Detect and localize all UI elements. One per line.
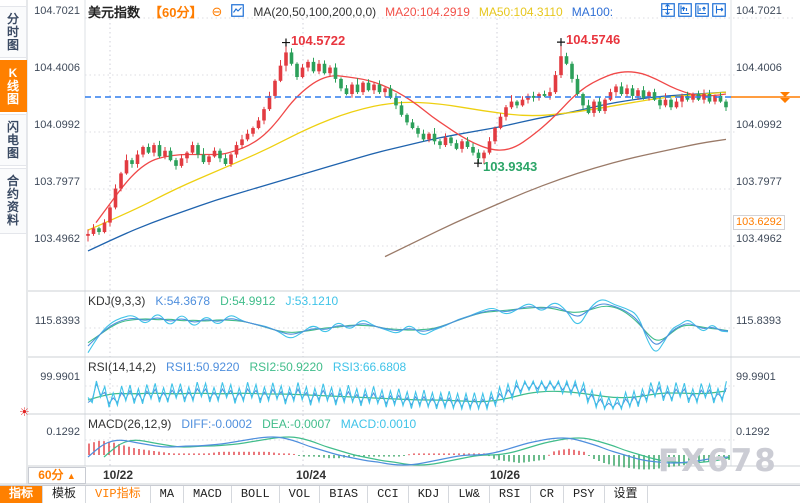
indicator-value: J:53.1210 [285,294,339,308]
period-text: 60分 [38,468,64,482]
date-tick-label: 10/22 [103,468,134,482]
indicator-value: RSI3:66.6808 [332,360,407,374]
rsi-axis-label-left: 99.9901 [40,371,80,383]
toolbar-item-7[interactable]: BIAS [320,486,369,503]
toolbar-item-8[interactable]: CCI [368,486,409,503]
period-selector[interactable]: 60分 ▲ [28,467,86,484]
rsi-axis-label-right: 99.9901 [736,371,776,383]
ma100-value: MA100: [571,4,614,19]
bottom-toolbar: 指标 模板 VIP指标 MA MACD BOLL VOL BIAS CCI KDJ LW& RSI CR… [0,485,800,503]
toolbar-item-11[interactable]: RSI [490,486,531,503]
sidebar-tab-contract-info[interactable]: 合约资料 [0,168,27,234]
kdj-axis-label-left: 115.8393 [34,315,80,327]
rsi-panel-header[interactable]: RSI(14,14,2) RSI1:50.9220 RSI2:50.9220 RSI… [88,360,416,374]
kdj-axis-label-right: 115.8393 [736,315,782,327]
watermark: FX678 [658,443,778,479]
indicator-value: DEA:-0.0007 [262,417,331,431]
price-annotation: 104.5746 [566,32,621,48]
sidebar-tab-flash-chart[interactable]: 闪电图 [0,114,27,166]
macd-title: MACD(26,12,9) [88,417,172,431]
macd-axis-label-right: 0.1292 [736,426,770,438]
price-annotation: 104.5722 [291,32,346,48]
sidebar-tab-char: 分 [6,11,19,26]
macd-panel-header[interactable]: MACD(26,12,9) DIFF:-0.0002 DEA:-0.0007 MAC… [88,417,426,431]
ma-indicator-icon[interactable] [231,3,245,20]
toolbar-item-3[interactable]: MA [151,486,185,503]
price-tick-left: 104.0992 [34,119,80,131]
macd-axis-label-left: 0.1292 [46,426,80,438]
sidebar-tab-char: 约 [6,187,19,201]
sidebar-tab-char: 合 [6,174,19,188]
toolbar-item-5[interactable]: BOLL [232,486,280,503]
chart-toolbuttons [661,3,726,17]
price-tick-right: 104.7021 [736,5,782,17]
chart-header: 美元指数 【60分】 ⊖ MA(20,50,100,200,0,0) MA20:… [88,2,613,21]
sidebar-tab-char: K [8,65,18,80]
ma50-value: MA50:104.3110 [478,4,563,19]
toolbar-item-4[interactable]: MACD [184,486,232,503]
price-tick-right: 103.4962 [736,233,782,245]
price-tick-left: 103.4962 [34,233,80,245]
sidebar-tab-char: 料 [6,213,19,227]
toolbar-item-14[interactable]: 设置 [605,486,648,503]
price-tick-right: 104.0992 [736,119,782,131]
price-tick-right: 104.4006 [736,62,782,74]
indicator-value: MACD:0.0010 [340,417,417,431]
hot-indicator-icon[interactable]: ☀ [19,405,30,419]
toolbar-item-6[interactable]: VOL [280,486,321,503]
sidebar-tab-char: 图 [6,37,19,52]
sidebar-tab-char: 时 [6,24,19,39]
indicator-value: K:54.3678 [155,294,211,308]
indicator-value: D:54.9912 [220,294,276,308]
indicator-value: RSI1:50.9220 [166,360,240,374]
sidebar-tab-char: 资 [6,200,19,214]
sidebar-tab-char: 图 [6,145,19,160]
sidebar-tab-char: 线 [6,78,19,93]
price-annotation: 103.9343 [483,159,538,175]
toolbar-item-12[interactable]: CR [531,486,564,503]
instrument-name: 美元指数 [88,5,141,20]
price-tick-left: 104.7021 [34,5,80,17]
indicator-value: RSI2:50.9220 [249,360,323,374]
toolbar-item-1[interactable]: 模板 [43,486,87,503]
sidebar-tab-char: 电 [6,132,19,147]
collapse-indicator-icon[interactable]: ⊖ [211,3,223,19]
kdj-panel-header[interactable]: KDJ(9,3,3) K:54.3678 D:54.9912 J:53.1210 [88,294,348,308]
crosshair-pan-icon[interactable] [661,3,675,17]
ma-settings-label[interactable]: MA(20,50,100,200,0,0) [253,4,377,19]
sidebar-tab-char: 闪 [6,119,19,134]
period-arrow-icon: ▲ [66,471,76,481]
kdj-title: KDJ(9,3,3) [88,294,146,308]
rsi-title: RSI(14,14,2) [88,360,157,374]
price-tick-right: 103.7977 [736,176,782,188]
date-tick-label: 10/26 [490,468,521,482]
price-tick-left: 104.4006 [34,62,80,74]
sidebar-tab-char: 图 [6,91,19,106]
candles [86,42,728,242]
ma20-value: MA20:104.2919 [385,4,470,19]
sidebar-tab-time-chart[interactable]: 分时图 [0,6,27,58]
toolbar-item-13[interactable]: PSY [564,486,605,503]
indicator-value: DIFF:-0.0002 [181,417,253,431]
date-tick-label: 10/24 [296,468,327,482]
toolbar-item-10[interactable]: LW& [449,486,490,503]
shift-right-icon[interactable] [712,3,726,17]
toolbar-item-0[interactable]: 指标 [0,486,44,503]
axis-zoom-right-icon[interactable] [695,3,709,17]
price-tag: 103.6292 [733,215,785,230]
toolbar-item-9[interactable]: KDJ [409,486,450,503]
gridlines [0,0,800,485]
toolbar-item-2[interactable]: VIP指标 [86,486,151,503]
axis-zoom-left-icon[interactable] [678,3,692,17]
period-label[interactable]: 【60分】 [149,5,203,20]
price-tick-left: 103.7977 [34,176,80,188]
